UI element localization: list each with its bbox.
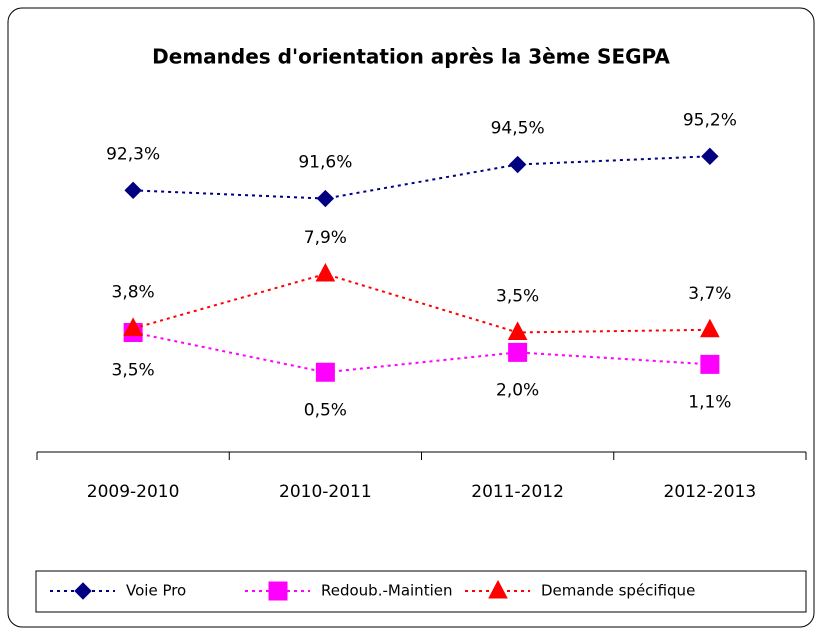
series-line — [132, 272, 710, 334]
data-label: 3,8% — [112, 282, 155, 302]
data-label: 95,2% — [683, 110, 737, 130]
x-tick-label: 2012-2013 — [664, 482, 757, 502]
data-point — [124, 181, 142, 200]
data-label: 2,0% — [496, 380, 539, 400]
data-point — [700, 354, 720, 374]
x-tick-label: 2009-2010 — [87, 482, 180, 502]
series-line — [132, 331, 710, 374]
data-point — [315, 362, 335, 382]
data-label: 3,7% — [688, 284, 731, 304]
data-point — [315, 262, 336, 282]
x-tick-label: 2011-2012 — [471, 482, 564, 502]
legend-marker — [74, 582, 92, 600]
chart-border — [7, 7, 815, 628]
chart-title: Demandes d'orientation après la 3ème SEG… — [152, 45, 670, 69]
legend-marker — [488, 579, 508, 599]
data-label: 91,6% — [298, 153, 352, 173]
data-point — [123, 317, 143, 336]
data-point — [507, 321, 528, 340]
series-line — [133, 155, 710, 200]
legend-label: Demande spécifique — [541, 582, 695, 600]
data-label: 1,1% — [688, 392, 731, 412]
data-point — [508, 342, 528, 362]
x-tick-label: 2010-2011 — [279, 482, 372, 502]
legend-box — [35, 570, 807, 613]
data-label: 7,9% — [304, 228, 347, 248]
data-point — [701, 147, 719, 166]
data-label: 92,3% — [106, 144, 160, 164]
data-point — [508, 155, 527, 174]
data-point — [316, 189, 335, 208]
legend-label: Voie Pro — [126, 582, 186, 600]
data-point — [700, 318, 720, 338]
legend-marker — [268, 581, 288, 601]
data-label: 3,5% — [112, 360, 155, 380]
data-label: 0,5% — [304, 400, 347, 420]
legend-label: Redoub.-Maintien — [321, 582, 452, 600]
data-label: 94,5% — [491, 119, 545, 139]
data-label: 3,5% — [496, 286, 539, 306]
